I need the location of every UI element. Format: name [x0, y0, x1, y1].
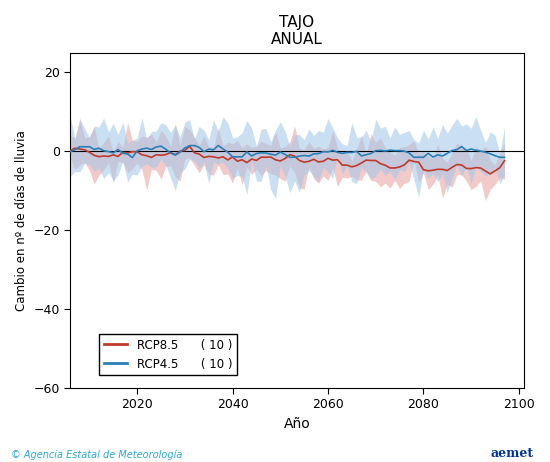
Title: TAJO
ANUAL: TAJO ANUAL — [271, 15, 323, 48]
Y-axis label: Cambio en nº de días de lluvia: Cambio en nº de días de lluvia — [15, 130, 28, 310]
Text: © Agencia Estatal de Meteorología: © Agencia Estatal de Meteorología — [11, 449, 183, 460]
Text: aemet: aemet — [491, 447, 534, 460]
Legend: RCP8.5      ( 10 ), RCP4.5      ( 10 ): RCP8.5 ( 10 ), RCP4.5 ( 10 ) — [99, 334, 237, 375]
X-axis label: Año: Año — [284, 417, 310, 431]
